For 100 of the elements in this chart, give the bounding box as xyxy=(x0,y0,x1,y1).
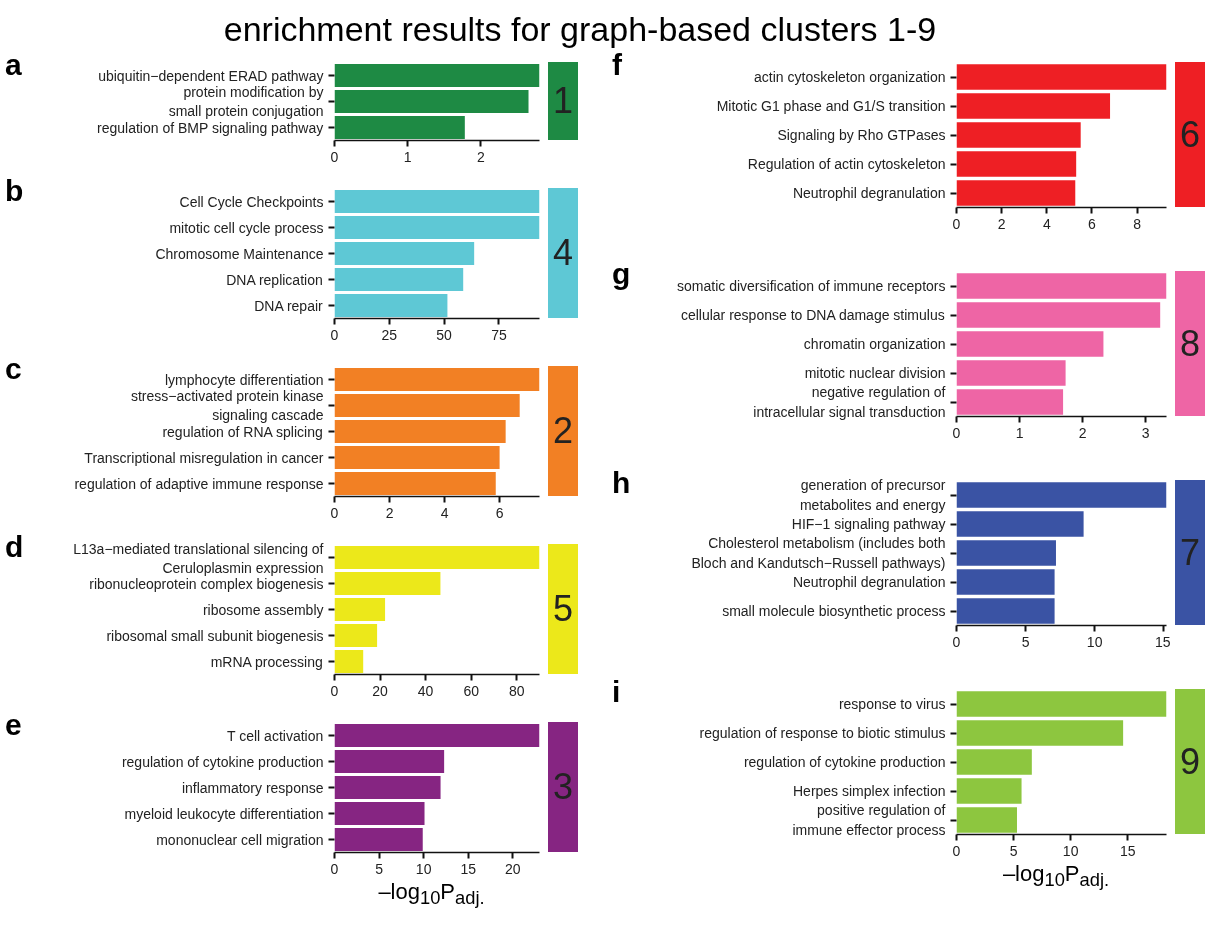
text: f xyxy=(612,48,622,81)
x-tick-label: 15 xyxy=(1154,633,1171,650)
bar xyxy=(334,472,496,495)
bar xyxy=(956,569,1055,595)
y-tick-label: ribosomal small subunit biogenesis xyxy=(106,627,324,644)
y-tick-label: mitotic cell cycle process xyxy=(169,219,324,236)
x-tick-label: 80 xyxy=(508,682,525,699)
bar xyxy=(334,190,540,213)
x-tick-label: 0 xyxy=(330,860,339,877)
text: b xyxy=(5,174,24,207)
x-tick-label: 5 xyxy=(375,860,384,877)
bar xyxy=(334,268,464,291)
bar xyxy=(956,540,1056,566)
bar xyxy=(956,720,1124,746)
bar xyxy=(334,802,425,825)
x-tick-label: 6 xyxy=(495,504,504,521)
bar xyxy=(956,151,1077,177)
y-tick-label: lymphocyte differentiation xyxy=(165,371,324,388)
y-tick-label: ribosome assembly xyxy=(202,601,324,618)
bar xyxy=(956,389,1064,415)
y-tick-label: mononuclear cell migration xyxy=(156,831,324,848)
y-tick-label: mitotic nuclear division xyxy=(804,365,946,381)
bar xyxy=(334,394,520,417)
y-tick-label: ubiquitin−dependent ERAD pathway xyxy=(98,67,324,84)
bar xyxy=(334,420,506,443)
y-tick-label: DNA repair xyxy=(254,297,324,314)
bar xyxy=(956,482,1167,508)
x-axis-title: –log$_{10}$P$_{adj.}$ xyxy=(1001,860,1111,893)
y-tick-label: Neutrophil degranulation xyxy=(792,185,946,201)
bar xyxy=(956,302,1161,328)
bar xyxy=(334,64,540,87)
bar xyxy=(956,273,1167,299)
x-axis-title: –log$_{10}$P$_{adj.}$ xyxy=(377,878,486,911)
y-tick-label: regulation of adaptive immune response xyxy=(74,475,324,492)
y-tick-label: small molecule biosynthetic process xyxy=(722,603,946,619)
y-tick-label: regulation of response to biotic stimulus xyxy=(699,725,946,741)
bar xyxy=(956,360,1066,386)
text: e xyxy=(5,708,22,741)
y-tick-label: regulation of RNA splicing xyxy=(162,423,323,440)
bar xyxy=(334,598,386,621)
y-tick-label: regulation of cytokine production xyxy=(121,753,324,770)
bar xyxy=(334,546,540,569)
x-tick-label: 0 xyxy=(952,424,961,441)
y-tick-label: ribonucleoprotein complex biogenesis xyxy=(89,575,324,592)
x-tick-label: 0 xyxy=(952,215,961,232)
y-tick-label: actin cytoskeleton organization xyxy=(754,69,946,85)
x-tick-label: 15 xyxy=(460,860,477,877)
text: 7 xyxy=(1175,480,1205,625)
x-tick-label: 40 xyxy=(417,682,434,699)
bar xyxy=(956,749,1032,775)
bar xyxy=(956,122,1081,148)
x-tick-label: 20 xyxy=(372,682,389,699)
bar xyxy=(956,511,1084,537)
bar xyxy=(334,216,540,239)
bar xyxy=(334,242,475,265)
x-tick-label: 0 xyxy=(330,148,339,165)
y-tick-label: mRNA processing xyxy=(210,653,323,670)
bar xyxy=(956,180,1076,206)
x-tick-label: 2 xyxy=(385,504,394,521)
x-tick-label: 0 xyxy=(952,842,961,859)
x-tick-label: 2 xyxy=(477,148,486,165)
y-tick-label: myeloid leukocyte differentiation xyxy=(124,805,324,822)
bar xyxy=(334,446,500,469)
x-tick-label: 3 xyxy=(1141,424,1150,441)
y-tick-label: Chromosome Maintenance xyxy=(155,245,324,262)
text: 9 xyxy=(1175,689,1205,834)
x-tick-label: 6 xyxy=(1088,215,1097,232)
y-tick-label: Neutrophil degranulation xyxy=(792,574,946,590)
x-tick-label: 5 xyxy=(1009,842,1018,859)
x-tick-label: 10 xyxy=(415,860,432,877)
x-tick-label: 0 xyxy=(330,326,339,343)
bar xyxy=(334,650,364,673)
text: c xyxy=(5,352,22,385)
bar xyxy=(956,778,1022,804)
y-tick-label: inflammatory response xyxy=(181,779,324,796)
y-tick-label: Transcriptional misregulation in cancer xyxy=(84,449,324,466)
y-tick-label: Herpes simplex infection xyxy=(792,783,946,799)
y-tick-label: response to virus xyxy=(838,696,946,712)
y-tick-label: HIF−1 signaling pathway xyxy=(791,516,946,532)
x-tick-label: 0 xyxy=(330,682,339,699)
y-tick-label: somatic diversification of immune receptors xyxy=(677,278,946,294)
x-tick-label: 10 xyxy=(1062,842,1079,859)
y-tick-label: negative regulation of intracellular signal transduction xyxy=(753,384,946,420)
y-tick-label: T cell activation xyxy=(227,727,324,744)
y-tick-label: regulation of cytokine production xyxy=(743,754,946,770)
y-tick-label: DNA replication xyxy=(226,271,323,288)
x-tick-label: 1 xyxy=(403,148,412,165)
bar xyxy=(956,691,1167,717)
bar xyxy=(956,93,1111,119)
bar xyxy=(334,724,540,747)
text: i xyxy=(612,675,621,708)
bar xyxy=(334,572,441,595)
x-tick-label: 25 xyxy=(381,326,398,343)
x-tick-label: 15 xyxy=(1119,842,1136,859)
bar xyxy=(334,828,423,851)
bar xyxy=(956,598,1055,624)
bar xyxy=(956,64,1167,90)
y-tick-label: Signaling by Rho GTPases xyxy=(777,127,946,143)
x-tick-label: 20 xyxy=(504,860,521,877)
bar xyxy=(334,750,445,773)
